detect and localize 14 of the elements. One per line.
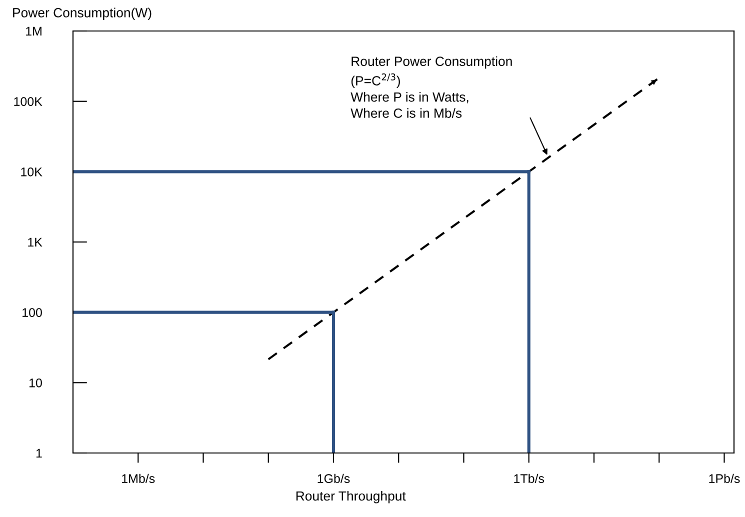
x-axis-title: Router Throughput — [296, 490, 406, 504]
y-axis-title: Power Consumption(W) — [13, 8, 152, 20]
y-tick-label: 10K — [21, 167, 42, 176]
y-tick-label: 1K — [28, 238, 42, 247]
x-tick-label: 1Gb/s — [318, 474, 350, 484]
y-tick-label: 100K — [14, 97, 42, 106]
y-tick-label: 1M — [26, 26, 42, 36]
y-tick-label: 10 — [29, 378, 42, 388]
x-tick-label: 1Mb/s — [122, 474, 155, 484]
x-tick-label: 1Pb/s — [709, 474, 740, 484]
y-tick-label: 100 — [22, 308, 42, 317]
x-tick-label: 1Tb/s — [514, 474, 544, 484]
annotation: Router Power Consumption (P=C$^{2/3}$) Where P is in Watts, Where C is in Mb/s — [350, 56, 512, 118]
y-tick-label: 1 — [36, 448, 42, 458]
